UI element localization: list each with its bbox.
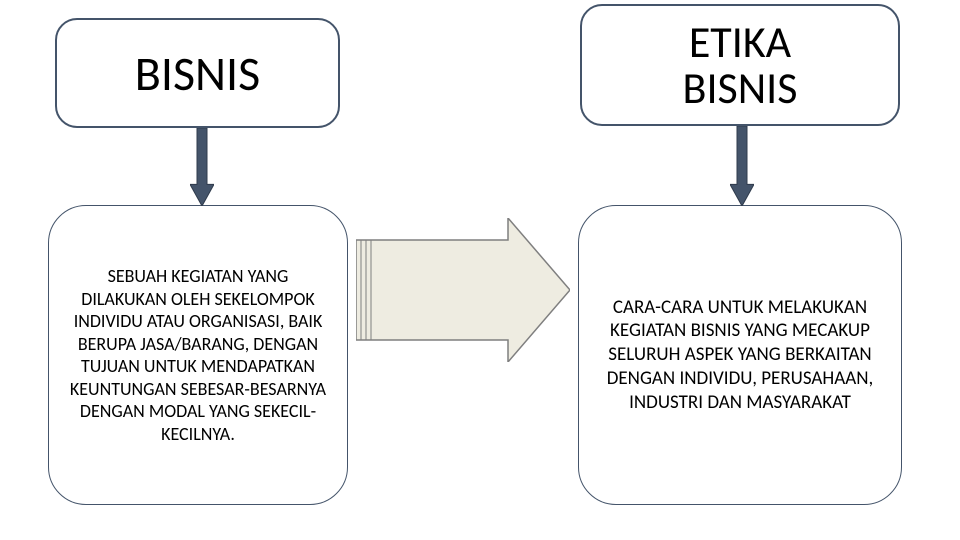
left-description-text: SEBUAH KEGIATAN YANG DILAKUKAN OLEH SEKE… bbox=[63, 265, 333, 445]
left-header-text: BISNIS bbox=[135, 44, 260, 103]
left-header-box: BISNIS bbox=[55, 18, 340, 128]
arrow-down-icon bbox=[730, 126, 754, 206]
right-description-box: CARA-CARA UNTUK MELAKUKAN KEGIATAN BISNI… bbox=[578, 205, 902, 505]
arrow-right-icon bbox=[356, 218, 570, 362]
right-header-text: ETIKA BISNIS bbox=[683, 19, 798, 111]
right-description-text: CARA-CARA UNTUK MELAKUKAN KEGIATAN BISNI… bbox=[593, 296, 887, 415]
right-header-box: ETIKA BISNIS bbox=[580, 4, 900, 126]
left-description-box: SEBUAH KEGIATAN YANG DILAKUKAN OLEH SEKE… bbox=[48, 205, 348, 505]
arrow-down-icon bbox=[190, 128, 214, 206]
